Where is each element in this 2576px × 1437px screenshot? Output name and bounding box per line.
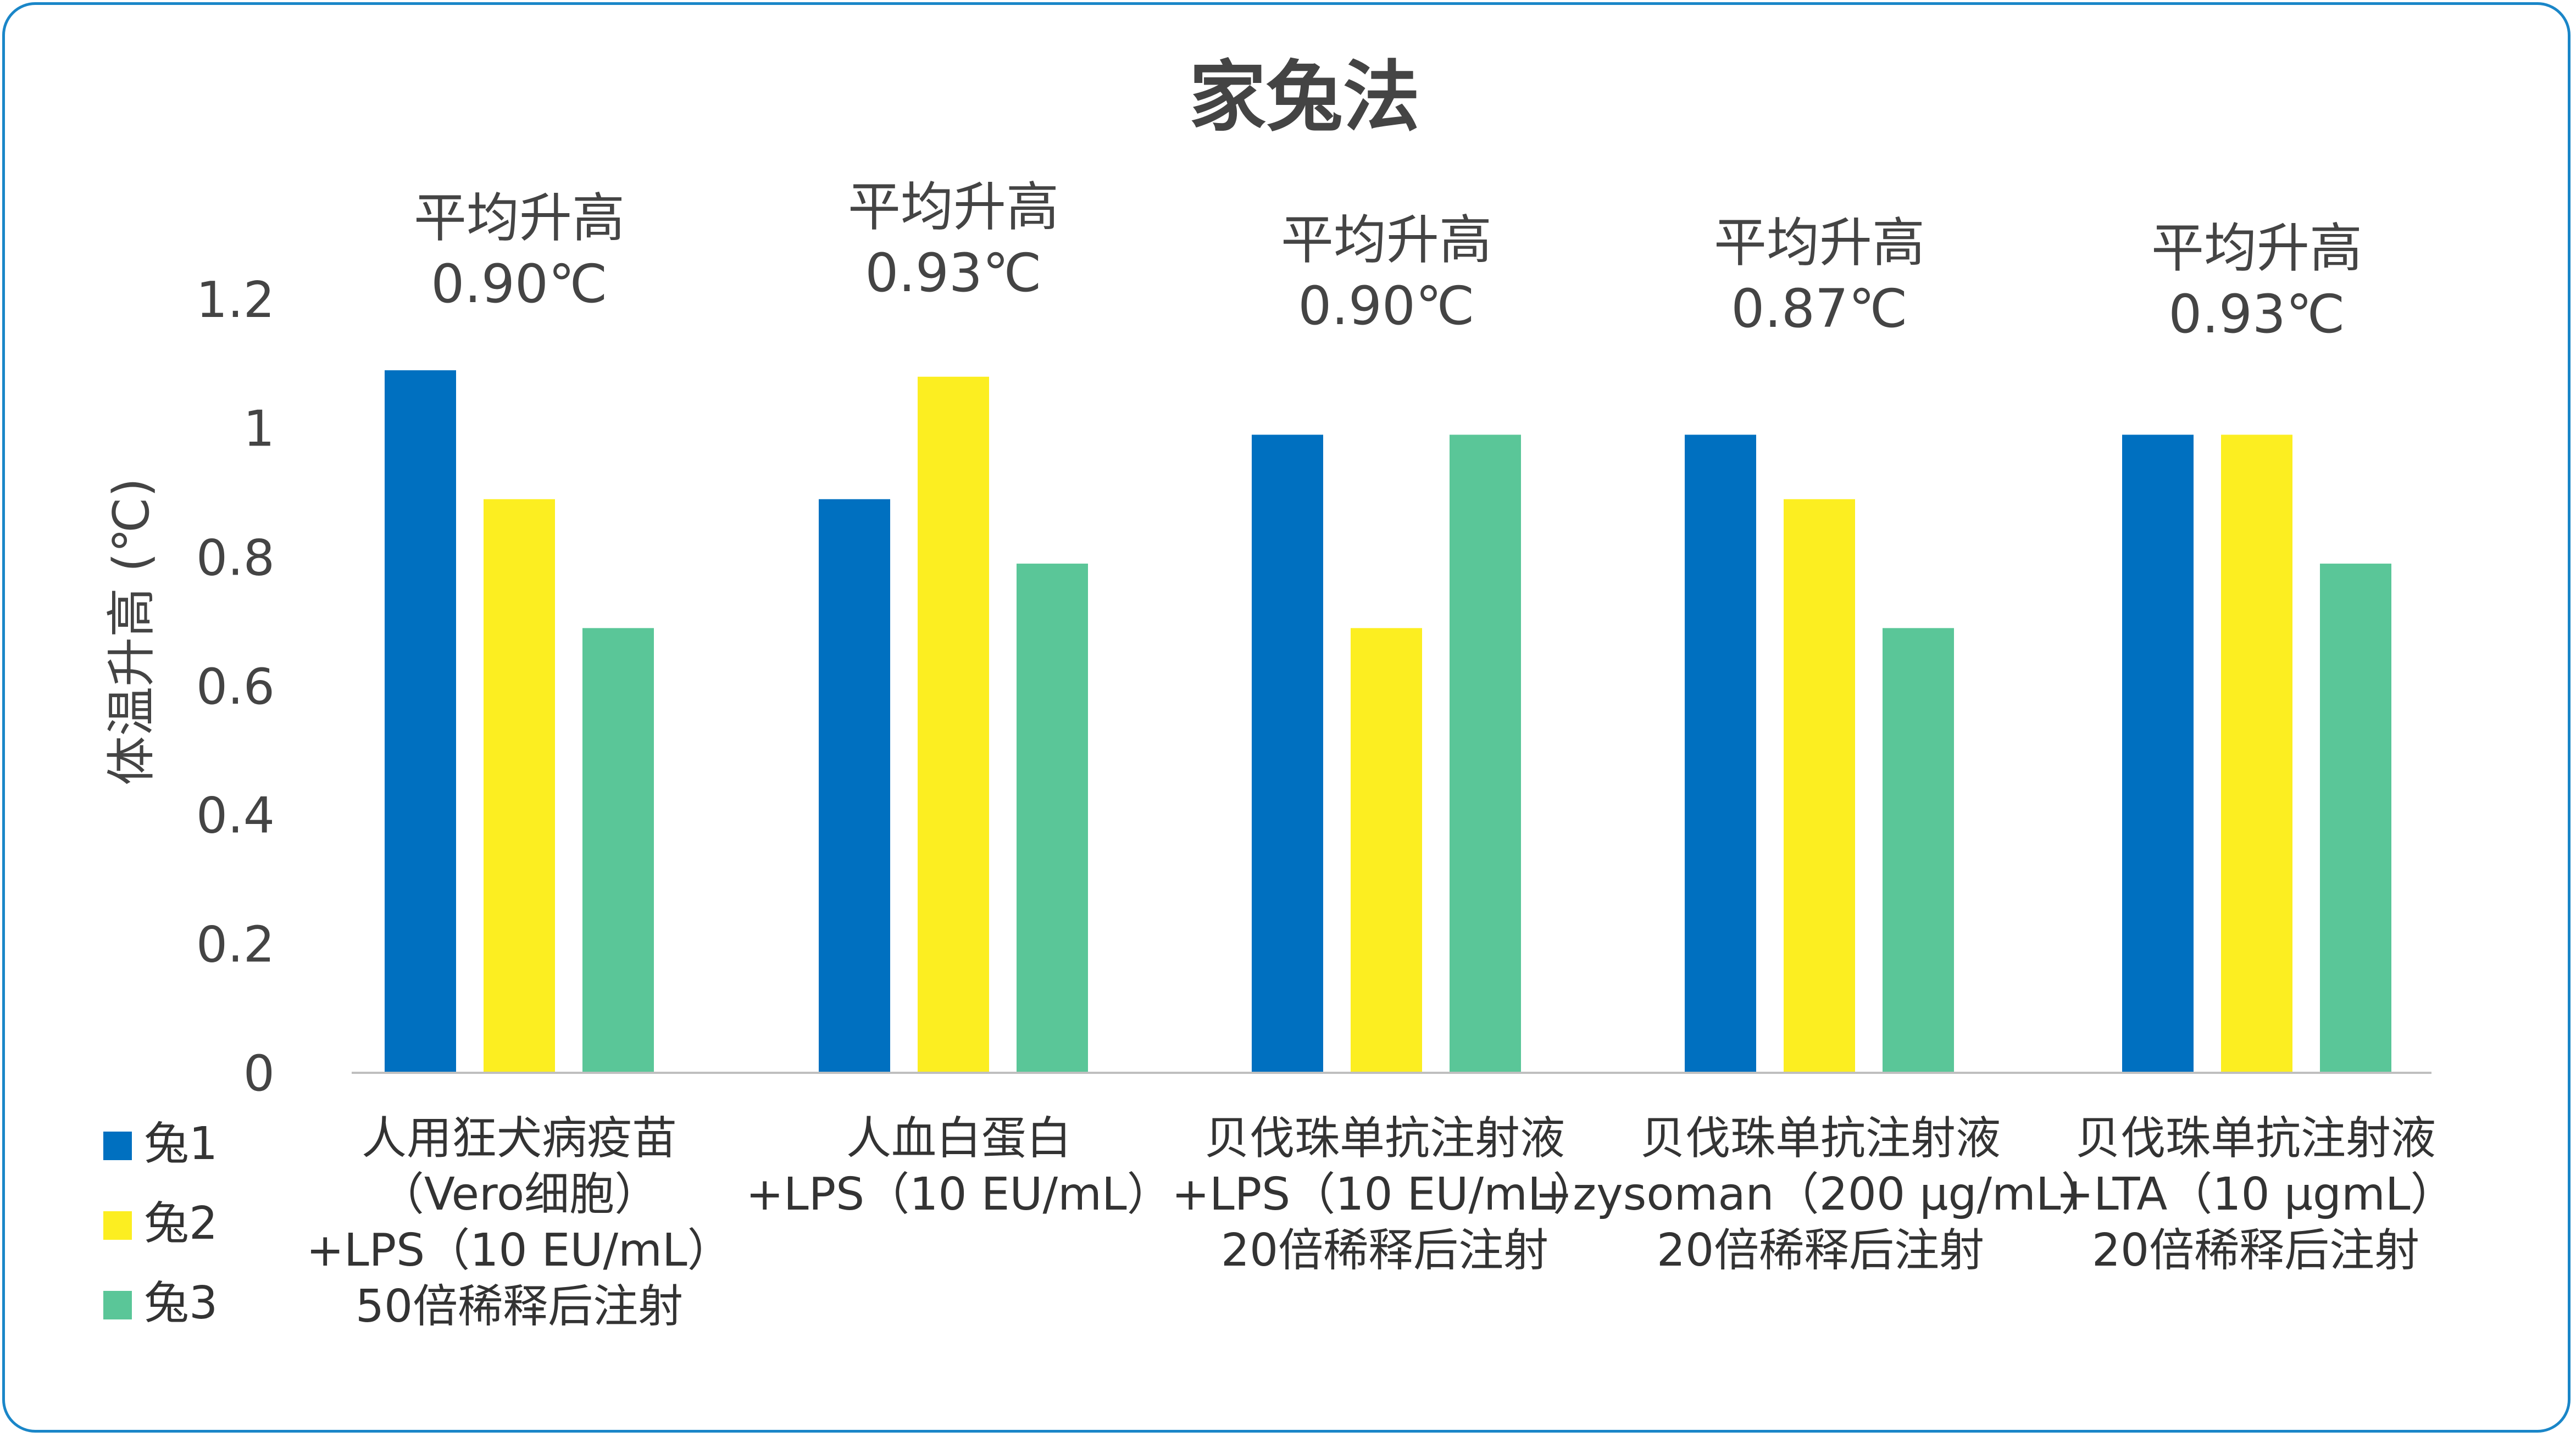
mean-annotation-line: 平均升高: [414, 187, 625, 249]
mean-annotation-line: 平均升高: [1714, 212, 1925, 274]
y-tick-label: 0: [243, 1045, 275, 1102]
bar-2-4: [1784, 499, 1855, 1073]
chart-title: 家兔法: [1189, 53, 1420, 142]
category-label-line: 人血白蛋白: [846, 1112, 1072, 1165]
category-label-line: 贝伐珠单抗注射液: [1204, 1112, 1565, 1165]
bar-1-3: [1252, 435, 1323, 1073]
bar-1-5: [2122, 435, 2194, 1073]
y-tick-label: 0.6: [196, 658, 275, 716]
category-label-line: （Vero细胞）: [379, 1168, 659, 1221]
bar-1-4: [1685, 435, 1756, 1073]
category-label-line: 50倍稀释后注射: [356, 1280, 683, 1333]
y-tick-label: 1.2: [196, 271, 275, 329]
category-label-line: 贝伐珠单抗注射液: [2075, 1112, 2436, 1165]
legend-label: 兔2: [144, 1198, 218, 1250]
y-axis-label: 体温升高 (℃): [103, 478, 160, 786]
y-tick-label: 0.2: [196, 916, 275, 973]
legend-label: 兔3: [144, 1277, 218, 1329]
bars: [385, 370, 2391, 1073]
mean-annotation-line: 0.90℃: [1298, 275, 1475, 337]
category-label-line: 人用狂犬病疫苗: [362, 1112, 677, 1165]
mean-annotation-line: 0.93℃: [865, 242, 1042, 304]
mean-annotation-line: 0.87℃: [1731, 278, 1908, 339]
category-label-line: 20倍稀释后注射: [1657, 1224, 1984, 1277]
legend-swatch: [103, 1211, 132, 1240]
mean-annotation-line: 平均升高: [848, 176, 1059, 238]
bar-3-3: [1450, 435, 1521, 1073]
y-tick-label: 1: [243, 400, 275, 458]
mean-annotation-line: 平均升高: [2151, 218, 2362, 279]
y-tick-label: 0.8: [196, 529, 275, 587]
category-label-line: +zysoman（200 μg/mL）: [1535, 1168, 2106, 1221]
bar-2-1: [484, 499, 555, 1073]
category-label-line: 贝伐珠单抗注射液: [1640, 1112, 2001, 1165]
bar-3-5: [2320, 564, 2391, 1073]
legend: 兔1 兔2 兔3: [103, 1118, 218, 1329]
y-axis-ticks: 0 0.2 0.4 0.6 0.8 1 1.2: [196, 271, 275, 1102]
legend-swatch: [103, 1291, 132, 1319]
category-label-line: +LPS（10 EU/mL）: [306, 1224, 732, 1277]
category-label-line: 20倍稀释后注射: [2092, 1224, 2419, 1277]
bar-2-3: [1351, 628, 1422, 1073]
category-label-line: +LPS（10 EU/mL）: [746, 1168, 1172, 1221]
bar-1-2: [819, 499, 890, 1073]
y-tick-label: 0.4: [196, 787, 275, 845]
mean-annotations: 平均升高0.90℃平均升高0.93℃平均升高0.90℃平均升高0.87℃平均升高…: [414, 176, 2362, 345]
mean-annotation-line: 0.90℃: [431, 253, 608, 315]
bar-2-5: [2221, 435, 2292, 1073]
mean-annotation-line: 平均升高: [1281, 209, 1492, 271]
category-label-line: 20倍稀释后注射: [1221, 1224, 1548, 1277]
bar-2-2: [918, 376, 989, 1073]
category-labels: 人用狂犬病疫苗（Vero细胞）+LPS（10 EU/mL）50倍稀释后注射人血白…: [306, 1112, 2455, 1333]
mean-annotation-line: 0.93℃: [2168, 283, 2345, 345]
bar-3-1: [582, 628, 654, 1073]
bar-3-2: [1017, 564, 1088, 1073]
bar-1-1: [385, 370, 456, 1073]
legend-label: 兔1: [144, 1118, 218, 1170]
legend-swatch: [103, 1132, 132, 1160]
bar-3-4: [1883, 628, 1954, 1073]
category-label-line: +LTA（10 μgmL）: [2056, 1168, 2455, 1221]
category-label-line: +LPS（10 EU/mL）: [1172, 1168, 1597, 1221]
